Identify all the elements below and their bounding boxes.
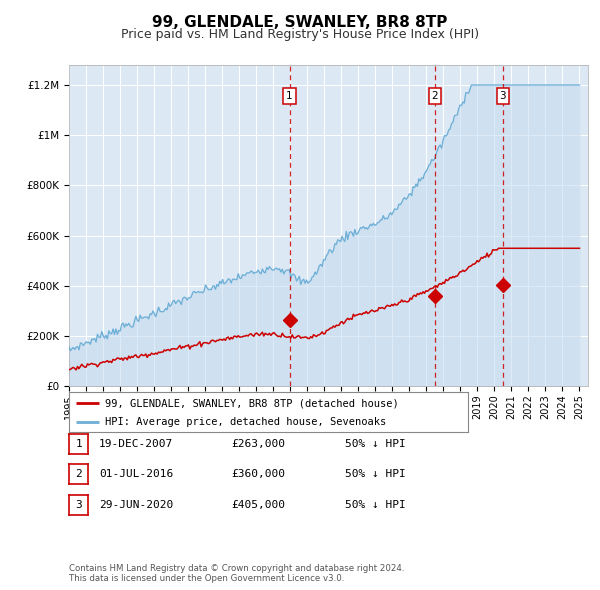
- Text: 1: 1: [75, 439, 82, 448]
- Text: Contains HM Land Registry data © Crown copyright and database right 2024.
This d: Contains HM Land Registry data © Crown c…: [69, 563, 404, 583]
- Text: 99, GLENDALE, SWANLEY, BR8 8TP: 99, GLENDALE, SWANLEY, BR8 8TP: [152, 15, 448, 30]
- Text: 3: 3: [499, 91, 506, 101]
- Text: Price paid vs. HM Land Registry's House Price Index (HPI): Price paid vs. HM Land Registry's House …: [121, 28, 479, 41]
- Text: 1: 1: [286, 91, 293, 101]
- Text: 50% ↓ HPI: 50% ↓ HPI: [345, 470, 406, 479]
- Text: HPI: Average price, detached house, Sevenoaks: HPI: Average price, detached house, Seve…: [105, 418, 386, 427]
- Text: 2: 2: [431, 91, 438, 101]
- Text: 19-DEC-2007: 19-DEC-2007: [99, 439, 173, 448]
- Text: £263,000: £263,000: [231, 439, 285, 448]
- Text: 50% ↓ HPI: 50% ↓ HPI: [345, 439, 406, 448]
- Text: 29-JUN-2020: 29-JUN-2020: [99, 500, 173, 510]
- Text: 99, GLENDALE, SWANLEY, BR8 8TP (detached house): 99, GLENDALE, SWANLEY, BR8 8TP (detached…: [105, 398, 398, 408]
- Text: £405,000: £405,000: [231, 500, 285, 510]
- Text: 01-JUL-2016: 01-JUL-2016: [99, 470, 173, 479]
- Text: 50% ↓ HPI: 50% ↓ HPI: [345, 500, 406, 510]
- Text: 2: 2: [75, 470, 82, 479]
- Text: 3: 3: [75, 500, 82, 510]
- Text: £360,000: £360,000: [231, 470, 285, 479]
